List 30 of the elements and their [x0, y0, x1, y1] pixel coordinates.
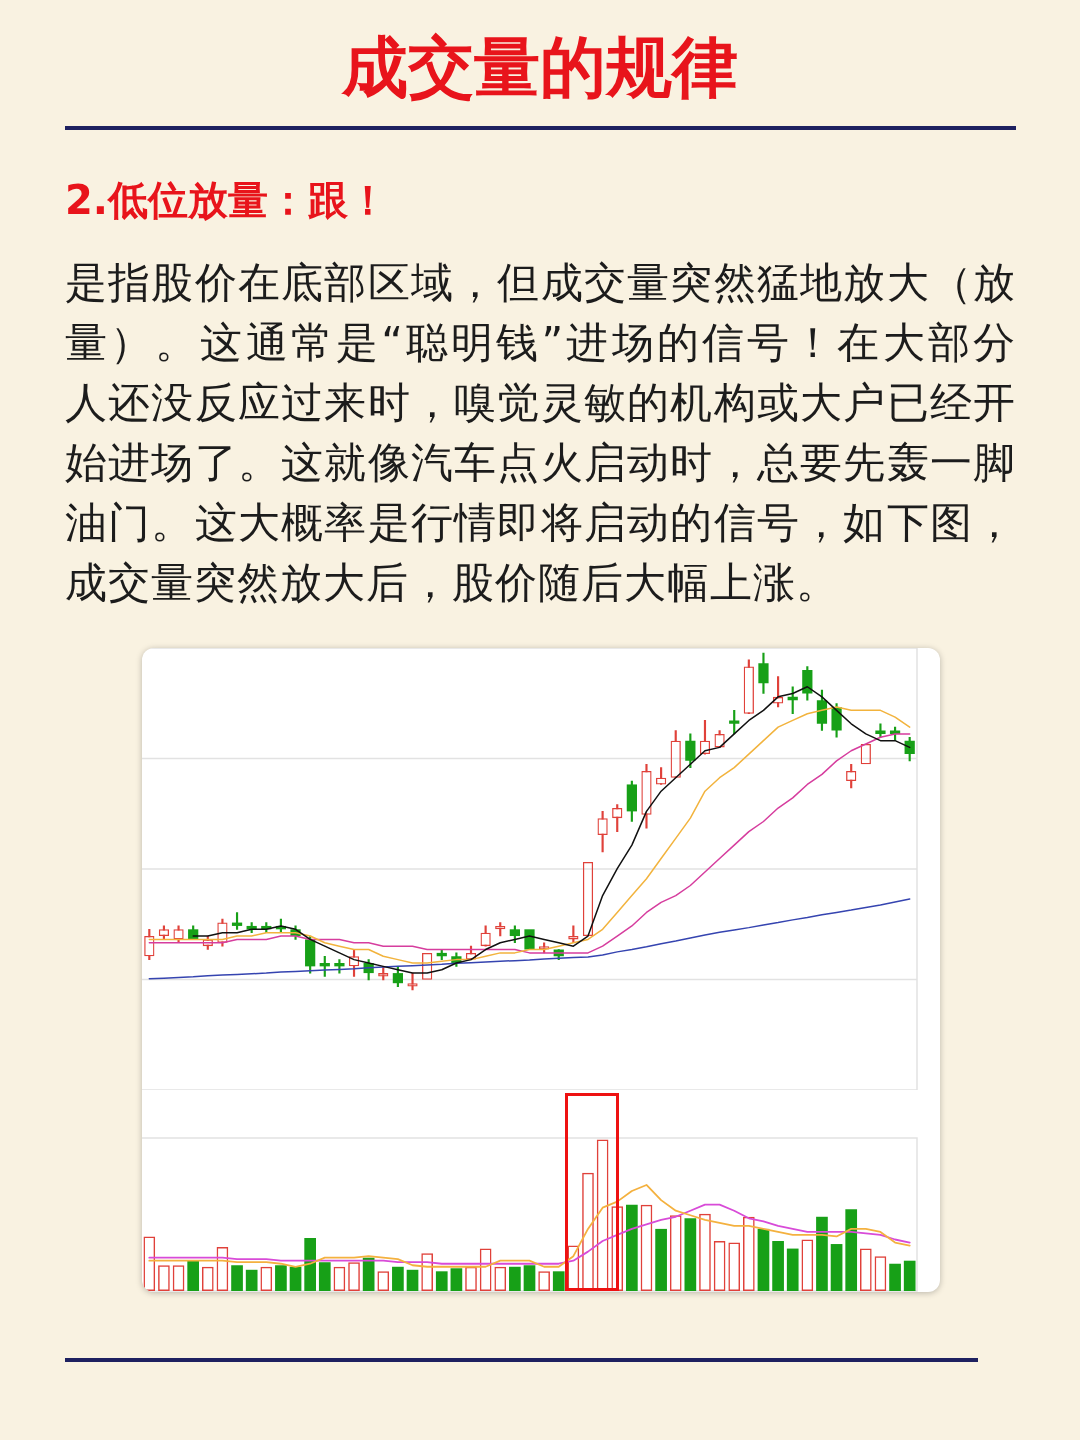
chart-title: 成交量的规律 [340, 28, 739, 108]
bar [552, 1271, 565, 1291]
bar [435, 1271, 448, 1291]
bar [903, 1260, 916, 1291]
bar [786, 1248, 799, 1291]
bar [318, 1262, 331, 1291]
candlestick [875, 723, 886, 738]
bar [362, 1257, 375, 1291]
bar [655, 1228, 667, 1291]
bar [187, 1260, 200, 1291]
bar [509, 1266, 521, 1291]
bar [830, 1244, 843, 1291]
bar [406, 1269, 419, 1291]
bar [684, 1218, 697, 1291]
bar [450, 1268, 463, 1291]
bar [845, 1209, 858, 1291]
bar [523, 1265, 536, 1291]
bar [275, 1265, 287, 1291]
bar [304, 1237, 317, 1291]
chart-subtitle: 2.低位放量：跟！ [65, 176, 389, 225]
bar [816, 1216, 828, 1291]
bar [626, 1204, 638, 1291]
bar [757, 1228, 770, 1291]
text: 是指股价在底部区域，但成交量突然猛地放大（放量）。这通常是“聪明钱”进场的信号！在大部分人还没反应过来时，嗅觉灵敏的机构或大户已经开始进场了。这就像汽车点火启动时，总要先轰一脚油门。这大概率是行情即将启动的信号，如下图，成交量突然放大后，股价随后大幅上涨。 [65, 257, 1016, 609]
bar [289, 1266, 302, 1291]
bar [889, 1263, 901, 1291]
bar [772, 1241, 784, 1291]
bar [231, 1265, 243, 1291]
bar [245, 1269, 258, 1291]
bar [392, 1266, 404, 1291]
